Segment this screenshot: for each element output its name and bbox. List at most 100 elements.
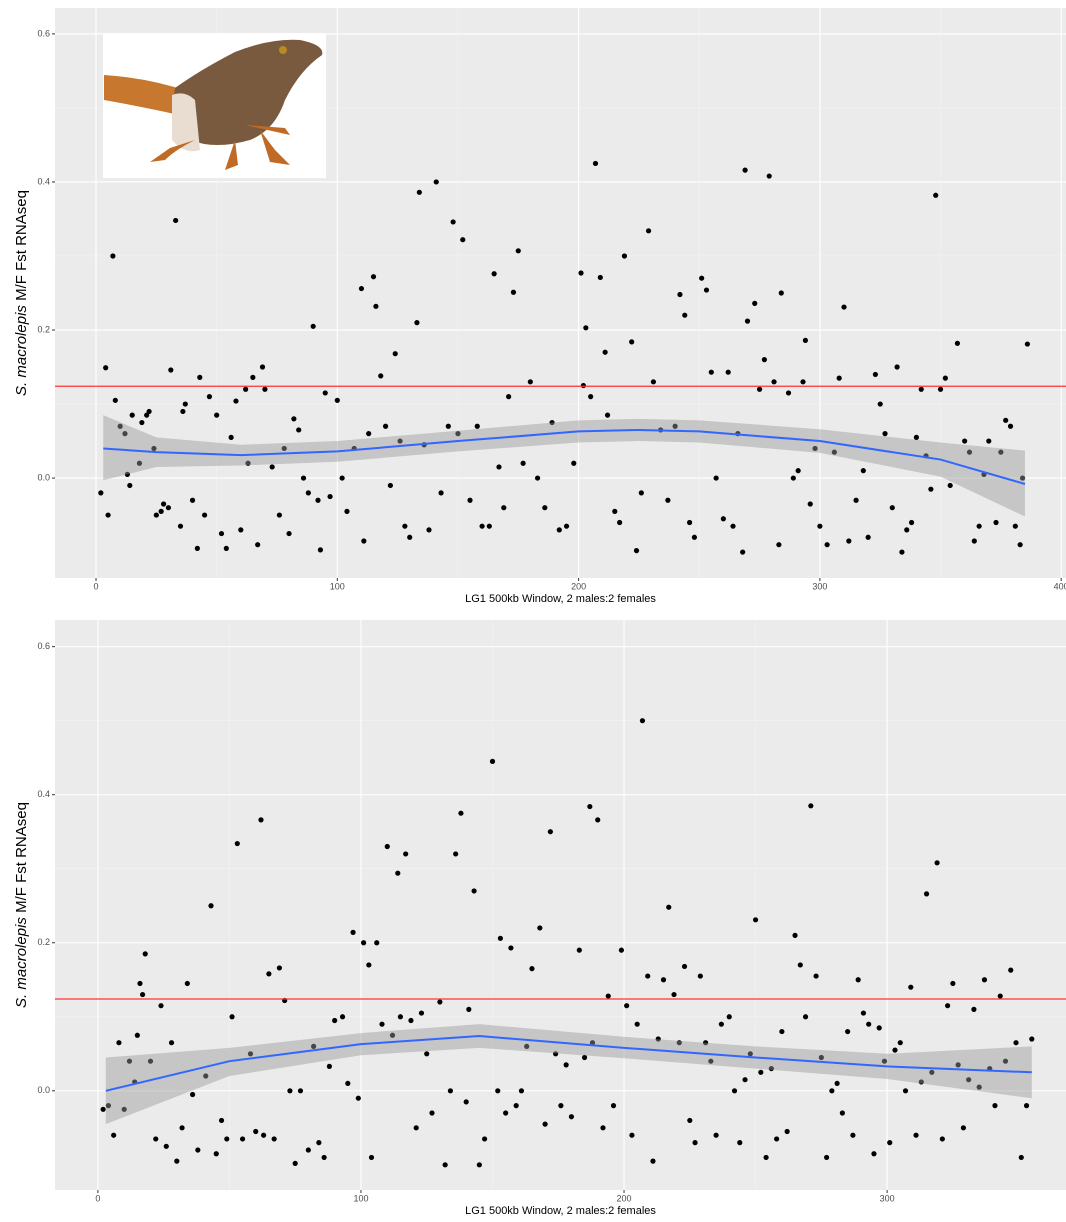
- data-point: [737, 1140, 742, 1145]
- data-point: [373, 304, 378, 309]
- data-point: [322, 1155, 327, 1160]
- data-point: [344, 509, 349, 514]
- data-point: [190, 1092, 195, 1097]
- data-point: [1008, 968, 1013, 973]
- data-point: [1013, 524, 1018, 529]
- data-point: [137, 981, 142, 986]
- data-point: [426, 527, 431, 532]
- data-point: [721, 516, 726, 521]
- data-point: [408, 1018, 413, 1023]
- data-point: [569, 1114, 574, 1119]
- data-point: [972, 538, 977, 543]
- data-point: [166, 505, 171, 510]
- data-point: [913, 1133, 918, 1138]
- data-point: [943, 376, 948, 381]
- data-point: [1018, 542, 1023, 547]
- data-point: [767, 173, 772, 178]
- data-point: [262, 387, 267, 392]
- data-point: [291, 416, 296, 421]
- data-point: [924, 891, 929, 896]
- data-point: [535, 475, 540, 480]
- data-point: [153, 1136, 158, 1141]
- data-point: [240, 1136, 245, 1141]
- data-point: [143, 951, 148, 956]
- data-point: [598, 275, 603, 280]
- data-point: [340, 1014, 345, 1019]
- data-point: [458, 811, 463, 816]
- data-point: [277, 965, 282, 970]
- data-point: [366, 431, 371, 436]
- data-point: [835, 1081, 840, 1086]
- y-tick-label: 0.0: [37, 472, 50, 482]
- data-point: [898, 1040, 903, 1045]
- data-point: [113, 398, 118, 403]
- data-point: [350, 930, 355, 935]
- data-point: [208, 903, 213, 908]
- data-point: [624, 1003, 629, 1008]
- data-point: [168, 367, 173, 372]
- data-point: [856, 977, 861, 982]
- data-point: [588, 394, 593, 399]
- data-point: [229, 1014, 234, 1019]
- data-point: [605, 413, 610, 418]
- data-point: [714, 1133, 719, 1138]
- data-point: [492, 271, 497, 276]
- data-point: [961, 1125, 966, 1130]
- data-point: [332, 1018, 337, 1023]
- data-point: [894, 364, 899, 369]
- data-point: [298, 1088, 303, 1093]
- data-point: [899, 549, 904, 554]
- data-point: [393, 351, 398, 356]
- data-point: [178, 524, 183, 529]
- data-point: [238, 527, 243, 532]
- y-tick-label: 0.4: [37, 789, 50, 799]
- data-point: [629, 1133, 634, 1138]
- data-point: [619, 948, 624, 953]
- data-point: [224, 546, 229, 551]
- data-point: [887, 1140, 892, 1145]
- y-axis-title-main: M/F Fst RNAseq: [13, 802, 30, 913]
- data-point: [315, 498, 320, 503]
- data-point: [730, 524, 735, 529]
- data-point: [803, 338, 808, 343]
- data-point: [311, 324, 316, 329]
- data-point: [261, 1133, 266, 1138]
- x-tick-label: 0: [94, 581, 99, 591]
- data-point: [650, 1159, 655, 1164]
- data-point: [837, 376, 842, 381]
- data-point: [945, 1003, 950, 1008]
- data-point: [866, 535, 871, 540]
- data-point: [677, 292, 682, 297]
- data-point: [622, 253, 627, 258]
- data-point: [914, 435, 919, 440]
- data-point: [183, 401, 188, 406]
- data-point: [853, 498, 858, 503]
- data-point: [841, 304, 846, 309]
- data-point: [195, 1147, 200, 1152]
- data-point: [726, 370, 731, 375]
- data-point: [595, 817, 600, 822]
- data-point: [503, 1110, 508, 1115]
- data-point: [611, 1103, 616, 1108]
- data-point: [529, 966, 534, 971]
- data-point: [803, 1014, 808, 1019]
- data-point: [753, 917, 758, 922]
- data-point: [993, 520, 998, 525]
- data-point: [571, 461, 576, 466]
- data-point: [101, 1107, 106, 1112]
- data-point: [866, 1022, 871, 1027]
- data-point: [402, 524, 407, 529]
- data-point: [704, 287, 709, 292]
- data-point: [379, 1022, 384, 1027]
- data-point: [229, 435, 234, 440]
- data-point: [407, 535, 412, 540]
- data-point: [800, 379, 805, 384]
- data-point: [763, 1155, 768, 1160]
- data-point: [757, 387, 762, 392]
- data-point: [699, 276, 704, 281]
- data-point: [159, 509, 164, 514]
- data-point: [792, 933, 797, 938]
- data-point: [385, 844, 390, 849]
- data-point: [356, 1096, 361, 1101]
- data-point: [490, 759, 495, 764]
